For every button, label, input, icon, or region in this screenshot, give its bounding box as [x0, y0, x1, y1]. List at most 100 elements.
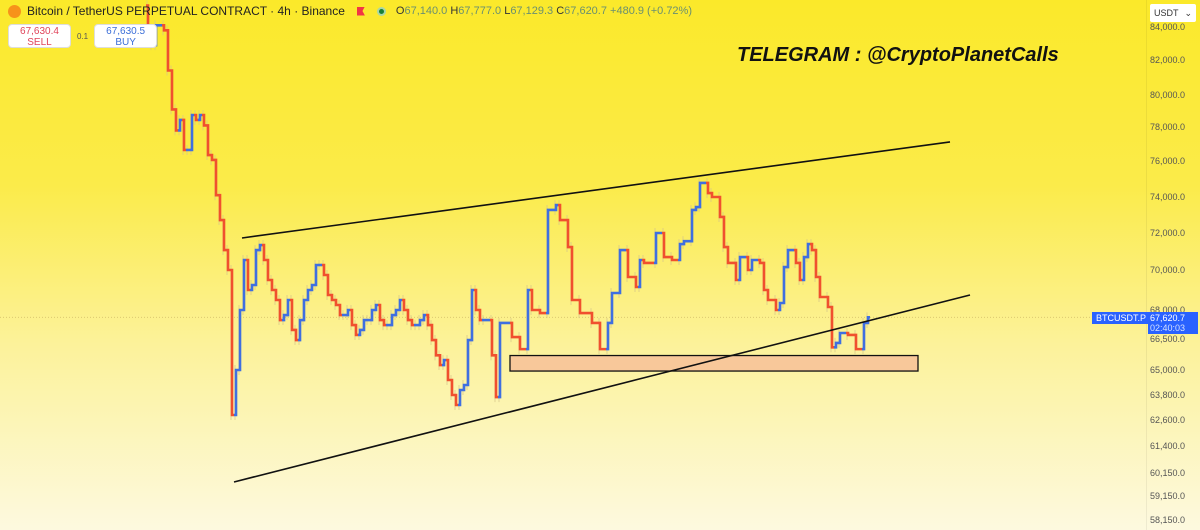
candle — [326, 273, 330, 297]
y-tick-label: 61,400.0 — [1150, 441, 1186, 451]
candle — [278, 298, 282, 322]
candle — [470, 288, 474, 342]
candle — [558, 203, 566, 222]
candle — [598, 321, 606, 351]
candle — [494, 354, 498, 399]
candle — [690, 208, 694, 243]
y-tick-label: 72,000.0 — [1150, 228, 1186, 238]
candle — [302, 298, 306, 322]
buy-button[interactable]: 67,630.5 BUY — [94, 24, 158, 48]
candle — [490, 318, 494, 357]
y-tick-label: 82,000.0 — [1150, 55, 1186, 65]
candle — [862, 321, 866, 351]
support-zone — [509, 354, 919, 372]
candle — [466, 338, 470, 387]
candle — [786, 248, 794, 269]
candle — [794, 248, 798, 265]
candle — [722, 215, 726, 249]
candle — [306, 288, 310, 302]
candle — [206, 124, 210, 157]
candle — [166, 28, 170, 72]
candle — [762, 261, 766, 292]
candle — [806, 242, 810, 259]
y-tick-label: 84,000.0 — [1150, 22, 1186, 32]
candle — [802, 255, 806, 282]
candle — [642, 258, 654, 265]
candle — [238, 308, 242, 372]
candle — [638, 258, 642, 289]
lower-trendline — [233, 294, 971, 483]
quantity[interactable]: 0.1 — [77, 31, 89, 41]
chart-header: Bitcoin / TetherUS PERPETUAL CONTRACT · … — [8, 4, 692, 18]
candle — [266, 258, 270, 282]
candle — [818, 275, 826, 299]
price-axis[interactable] — [1146, 0, 1200, 530]
candle — [682, 239, 690, 246]
chevron-down-icon: ⌄ — [1184, 8, 1192, 18]
currency-label: USDT — [1154, 8, 1179, 18]
y-tick-label: 80,000.0 — [1150, 90, 1186, 100]
candle — [210, 153, 214, 162]
candle — [270, 278, 274, 292]
candle — [346, 308, 350, 317]
candle — [234, 368, 238, 417]
candle — [782, 265, 786, 305]
candle — [606, 321, 610, 351]
candle — [250, 283, 254, 292]
candle — [382, 318, 386, 327]
candle — [198, 113, 202, 122]
candle — [294, 328, 298, 342]
candle — [418, 318, 422, 327]
sell-price: 67,630.4 — [20, 26, 59, 37]
y-tick-label: 78,000.0 — [1150, 122, 1186, 132]
candle — [174, 108, 178, 132]
candle — [814, 248, 818, 279]
trade-panel: 67,630.4 SELL 0.1 67,630.5 BUY — [8, 24, 158, 48]
candle — [298, 318, 302, 342]
symbol-title[interactable]: Bitcoin / TetherUS PERPETUAL CONTRACT · … — [27, 4, 345, 18]
candle — [454, 393, 458, 407]
candle — [750, 258, 758, 272]
buy-price: 67,630.5 — [106, 26, 146, 37]
bitcoin-icon — [8, 4, 21, 18]
candle — [798, 261, 802, 282]
candle — [758, 258, 762, 265]
candle — [710, 191, 718, 199]
candle — [698, 181, 706, 209]
y-tick-label: 76,000.0 — [1150, 156, 1186, 166]
last-price-tag: 67,620.7 02:40:03 — [1148, 312, 1198, 334]
upper-trendline — [241, 141, 951, 239]
bar-countdown: 02:40:03 — [1150, 323, 1186, 333]
candle — [706, 181, 710, 195]
candle — [830, 305, 834, 349]
candle — [434, 338, 438, 357]
candle — [390, 313, 394, 327]
candle — [334, 298, 338, 307]
market-status-icon — [376, 6, 386, 16]
candle — [634, 275, 638, 289]
sell-button[interactable]: 67,630.4 SELL — [8, 24, 71, 48]
candle — [590, 311, 598, 325]
currency-select[interactable]: USDT ⌄ — [1150, 4, 1196, 22]
candle — [242, 258, 246, 312]
candle — [774, 298, 778, 312]
y-tick-label: 66,500.0 — [1150, 334, 1186, 344]
candle — [546, 208, 554, 315]
candle — [510, 321, 518, 339]
y-tick-label: 74,000.0 — [1150, 192, 1186, 202]
candle — [446, 358, 450, 382]
y-tick-label: 58,150.0 — [1150, 515, 1186, 525]
candle — [426, 313, 430, 327]
candle — [258, 243, 262, 252]
candle — [618, 248, 626, 295]
price-chart[interactable] — [0, 0, 1146, 530]
candle — [474, 288, 478, 312]
candle — [530, 288, 538, 312]
telegram-watermark: TELEGRAM : @CryptoPlanetCalls — [737, 44, 1059, 66]
candle — [458, 388, 462, 407]
candle — [254, 248, 258, 287]
candle — [498, 321, 510, 399]
candle — [526, 288, 530, 351]
candle — [670, 255, 678, 262]
flag-icon[interactable] — [356, 6, 365, 16]
